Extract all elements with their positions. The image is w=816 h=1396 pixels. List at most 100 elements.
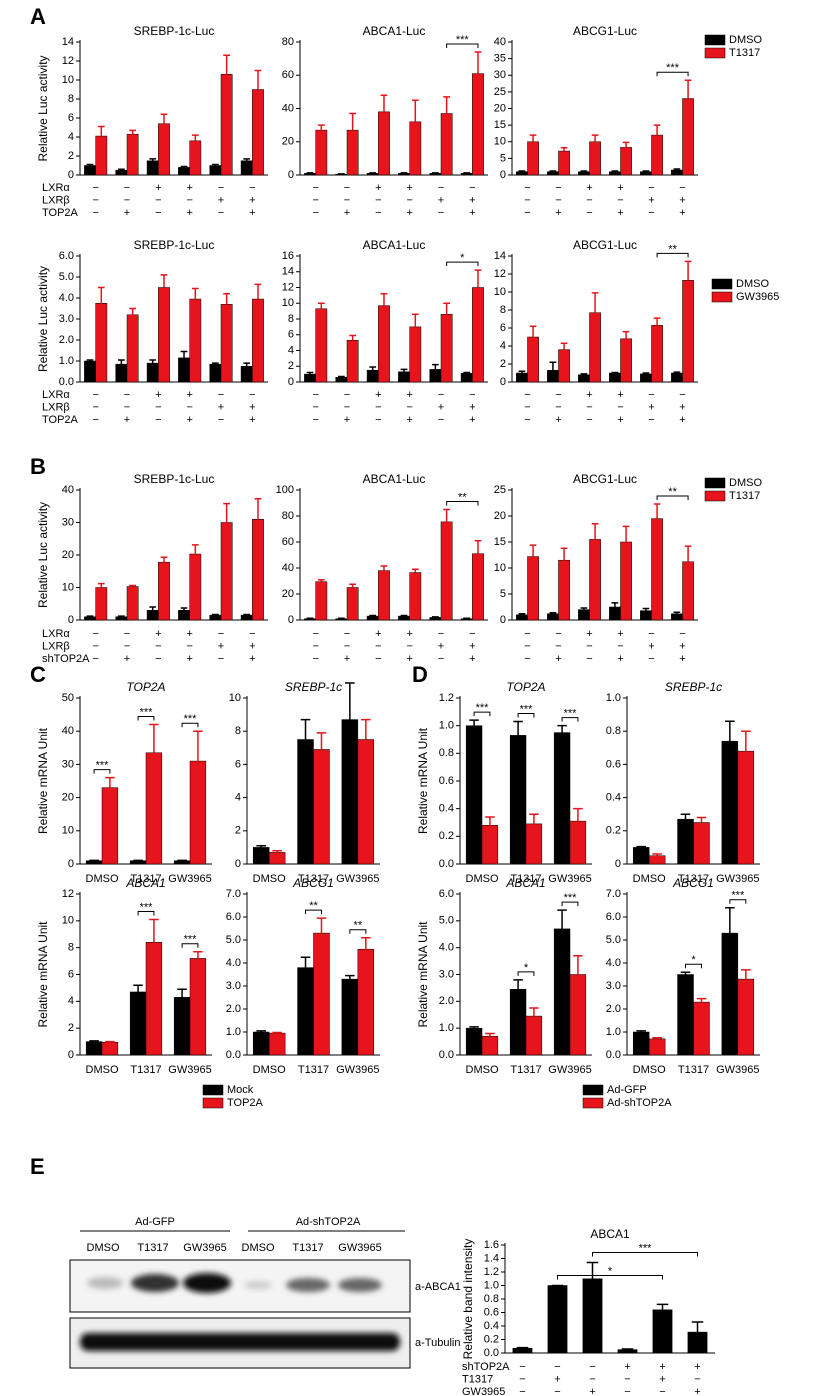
bar bbox=[651, 134, 663, 176]
bar bbox=[178, 610, 190, 621]
error-bar bbox=[518, 370, 526, 373]
bar bbox=[512, 1348, 533, 1354]
error-bar bbox=[684, 545, 692, 562]
y-tick-label: 0 bbox=[500, 376, 506, 388]
error-bar bbox=[560, 547, 568, 561]
y-tick-label: 12 bbox=[494, 268, 506, 280]
bar bbox=[578, 374, 590, 383]
y-tick-label: 10 bbox=[494, 286, 506, 298]
significance-bracket bbox=[561, 717, 579, 722]
y-tick-label: 0 bbox=[235, 858, 241, 870]
condition-label: shTOP2A bbox=[462, 1361, 510, 1373]
y-tick-label: 5 bbox=[500, 152, 506, 164]
condition-sign: − bbox=[218, 414, 224, 426]
y-tick-label: 8 bbox=[500, 304, 506, 316]
condition-sign: − bbox=[648, 653, 654, 665]
y-tick-label: 2.0 bbox=[226, 1003, 241, 1015]
x-tick-label: DMSO bbox=[86, 1064, 119, 1076]
condition-sign: + bbox=[555, 207, 561, 219]
bar bbox=[472, 553, 484, 621]
significance-label: *** bbox=[96, 760, 110, 772]
bar bbox=[648, 855, 666, 865]
condition-sign: + bbox=[586, 182, 592, 194]
significance-bracket bbox=[446, 261, 479, 267]
bar bbox=[547, 370, 559, 383]
error-bar bbox=[652, 853, 662, 856]
bar bbox=[409, 326, 422, 383]
bar bbox=[398, 371, 410, 383]
error-bar bbox=[696, 816, 707, 823]
band bbox=[244, 1281, 272, 1289]
error-bar bbox=[443, 508, 451, 522]
x-tick-label: GW3965 bbox=[716, 1064, 759, 1076]
y-tick-label: 2.0 bbox=[59, 334, 74, 346]
bar bbox=[481, 825, 499, 865]
condition-sign: − bbox=[589, 1373, 595, 1385]
bar bbox=[84, 165, 96, 176]
y-tick-label: 0.2 bbox=[439, 830, 454, 842]
bar bbox=[569, 820, 587, 865]
error-bar bbox=[191, 544, 199, 555]
error-bar bbox=[411, 313, 419, 327]
y-tick-label: 50 bbox=[62, 692, 74, 704]
condition-sign: + bbox=[679, 640, 685, 652]
error-bar bbox=[642, 372, 650, 374]
western-blot: Ad-GFP Ad-shTOP2A DMSO T1317 GW3965 DMSO… bbox=[69, 1216, 461, 1369]
y-tick-label: 5.0 bbox=[59, 271, 74, 283]
significance-bracket bbox=[137, 910, 155, 916]
error-bar bbox=[306, 371, 314, 375]
bar bbox=[682, 561, 694, 621]
lane-label: DMSO bbox=[87, 1242, 120, 1254]
condition-sign: − bbox=[524, 414, 530, 426]
bar bbox=[95, 303, 108, 383]
chart-title: ABCA1 bbox=[505, 876, 545, 890]
bar bbox=[465, 725, 483, 865]
y-tick-label: 2 bbox=[288, 360, 294, 372]
error-bar bbox=[474, 51, 482, 74]
condition-sign: − bbox=[124, 182, 130, 194]
condition-sign: + bbox=[469, 414, 475, 426]
bar bbox=[341, 719, 359, 865]
significance-label: *** bbox=[564, 892, 578, 904]
significance-bracket bbox=[557, 1275, 663, 1280]
condition-sign: + bbox=[344, 414, 350, 426]
bar bbox=[609, 171, 621, 176]
y-tick-label: 80 bbox=[282, 36, 294, 48]
y-tick-label: 2 bbox=[235, 825, 241, 837]
significance-bracket bbox=[517, 971, 535, 976]
error-bar bbox=[622, 141, 630, 148]
bar bbox=[240, 160, 253, 176]
y-tick-label: 60 bbox=[282, 536, 294, 548]
bar bbox=[632, 1031, 650, 1056]
condition-sign: − bbox=[524, 628, 530, 640]
lane-label: T1317 bbox=[137, 1242, 168, 1254]
significance-bracket bbox=[473, 711, 491, 717]
condition-sign: − bbox=[524, 207, 530, 219]
legend-swatch bbox=[711, 278, 733, 290]
error-bar bbox=[149, 723, 159, 753]
bar bbox=[429, 369, 442, 383]
y-tick-label: 6 bbox=[235, 758, 241, 770]
condition-sign: + bbox=[344, 207, 350, 219]
error-bar bbox=[653, 503, 661, 519]
error-bar bbox=[741, 969, 751, 980]
condition-sign: + bbox=[186, 628, 192, 640]
condition-sign: − bbox=[186, 401, 192, 413]
condition-sign: + bbox=[375, 182, 381, 194]
significance-bracket bbox=[137, 716, 155, 721]
error-bar bbox=[97, 286, 105, 304]
error-bar bbox=[317, 302, 325, 309]
bar bbox=[527, 336, 539, 383]
bar bbox=[527, 556, 539, 621]
condition-label: T1317 bbox=[462, 1373, 493, 1385]
chart-title: ABCG1-Luc bbox=[573, 24, 637, 38]
band bbox=[87, 1277, 123, 1289]
bar bbox=[547, 613, 559, 621]
condition-sign: − bbox=[694, 1373, 700, 1385]
error-bar bbox=[180, 350, 188, 358]
significance-label: *** bbox=[140, 901, 154, 913]
significance-bracket bbox=[181, 943, 199, 948]
y-tick-label: 0 bbox=[500, 169, 506, 181]
y-tick-label: 0.4 bbox=[484, 1320, 499, 1332]
condition-sign: − bbox=[124, 389, 130, 401]
